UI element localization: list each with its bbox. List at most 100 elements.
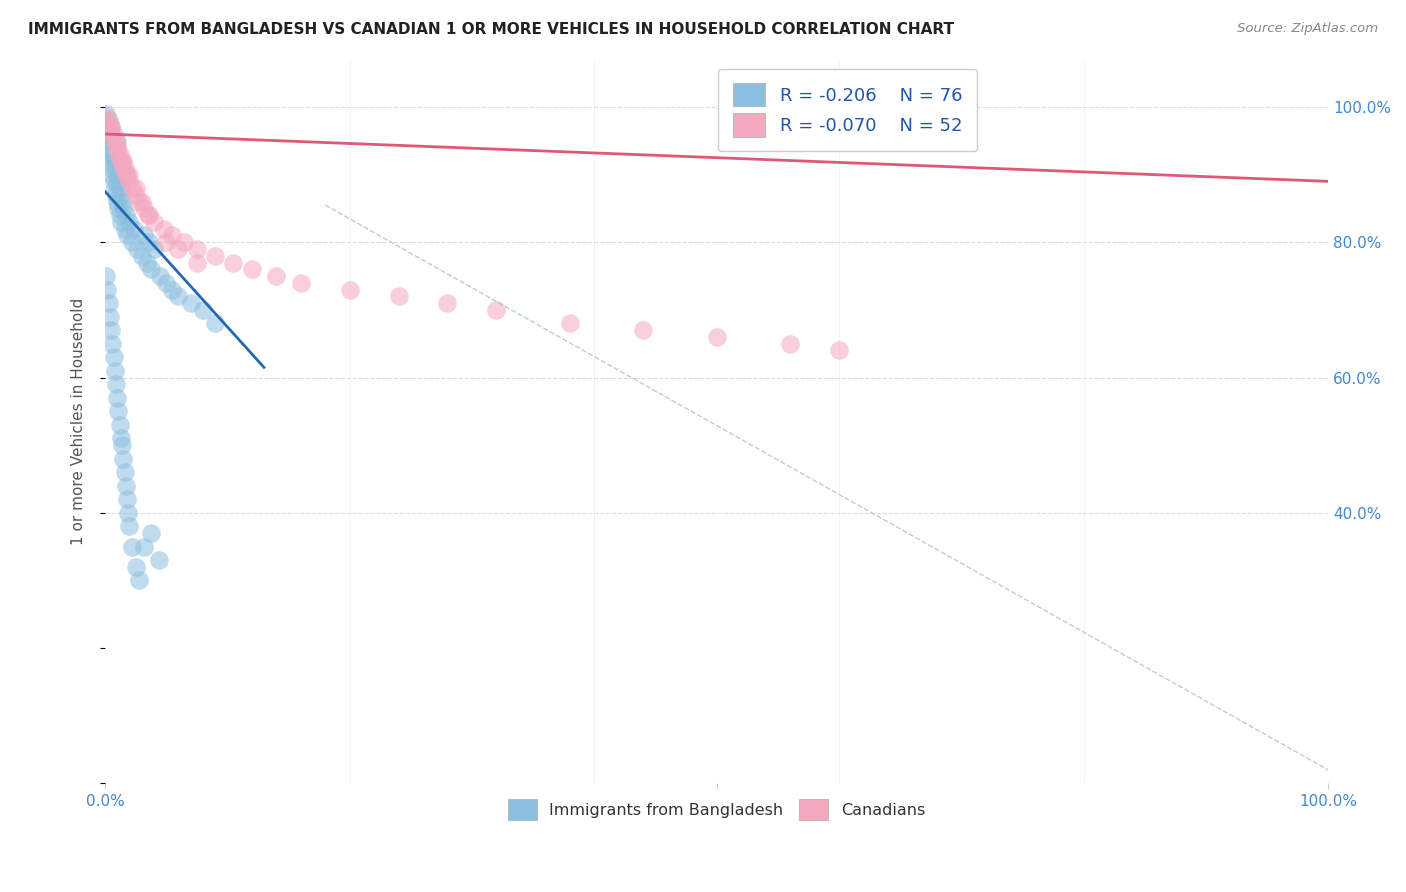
- Point: [191, 302, 214, 317]
- Text: IMMIGRANTS FROM BANGLADESH VS CANADIAN 1 OR MORE VEHICLES IN HOUSEHOLD CORRELATI: IMMIGRANTS FROM BANGLADESH VS CANADIAN 1…: [28, 22, 955, 37]
- Point: [114, 168, 136, 182]
- Point: [112, 202, 135, 216]
- Point: [105, 187, 128, 202]
- Point: [111, 438, 134, 452]
- Point: [162, 283, 184, 297]
- Point: [125, 242, 148, 256]
- Point: [110, 215, 132, 229]
- Point: [240, 262, 263, 277]
- Point: [118, 215, 141, 229]
- Point: [155, 235, 177, 250]
- Point: [98, 147, 121, 161]
- Point: [105, 194, 128, 209]
- Point: [101, 161, 124, 175]
- Point: [101, 168, 124, 182]
- Point: [104, 134, 127, 148]
- Point: [136, 208, 159, 222]
- Point: [115, 492, 138, 507]
- Point: [107, 147, 129, 161]
- Point: [290, 276, 312, 290]
- Point: [118, 174, 141, 188]
- Point: [105, 140, 128, 154]
- Point: [631, 323, 654, 337]
- Point: [110, 154, 132, 169]
- Point: [167, 289, 190, 303]
- Point: [155, 276, 177, 290]
- Point: [98, 140, 121, 154]
- Point: [135, 255, 157, 269]
- Point: [103, 127, 125, 141]
- Point: [186, 255, 208, 269]
- Point: [148, 553, 170, 567]
- Point: [96, 113, 118, 128]
- Point: [103, 350, 125, 364]
- Point: [105, 134, 128, 148]
- Point: [138, 208, 160, 222]
- Point: [134, 228, 156, 243]
- Point: [118, 168, 141, 182]
- Point: [131, 194, 153, 209]
- Point: [105, 168, 128, 182]
- Point: [485, 302, 508, 317]
- Point: [96, 120, 118, 135]
- Point: [141, 262, 163, 277]
- Point: [138, 235, 160, 250]
- Point: [98, 310, 121, 324]
- Point: [112, 451, 135, 466]
- Point: [114, 208, 136, 222]
- Point: [96, 283, 118, 297]
- Point: [142, 242, 165, 256]
- Point: [97, 296, 120, 310]
- Point: [114, 161, 136, 175]
- Point: [104, 181, 127, 195]
- Point: [100, 120, 122, 135]
- Point: [100, 323, 122, 337]
- Point: [100, 120, 122, 135]
- Point: [828, 343, 851, 358]
- Point: [779, 336, 801, 351]
- Point: [124, 187, 146, 202]
- Point: [107, 174, 129, 188]
- Point: [103, 174, 125, 188]
- Point: [142, 215, 165, 229]
- Y-axis label: 1 or more Vehicles in Household: 1 or more Vehicles in Household: [72, 298, 86, 545]
- Point: [112, 154, 135, 169]
- Point: [97, 117, 120, 131]
- Point: [128, 574, 150, 588]
- Point: [339, 283, 361, 297]
- Point: [134, 540, 156, 554]
- Point: [112, 161, 135, 175]
- Point: [105, 377, 128, 392]
- Point: [121, 235, 143, 250]
- Point: [128, 194, 150, 209]
- Point: [96, 106, 118, 120]
- Point: [105, 391, 128, 405]
- Point: [124, 181, 146, 195]
- Point: [111, 194, 134, 209]
- Point: [173, 235, 195, 250]
- Point: [105, 161, 128, 175]
- Point: [117, 506, 139, 520]
- Point: [186, 242, 208, 256]
- Point: [100, 154, 122, 169]
- Point: [114, 479, 136, 493]
- Point: [167, 242, 190, 256]
- Point: [101, 134, 124, 148]
- Point: [131, 249, 153, 263]
- Point: [107, 404, 129, 418]
- Point: [436, 296, 458, 310]
- Point: [97, 134, 120, 148]
- Point: [104, 154, 127, 169]
- Point: [97, 113, 120, 128]
- Point: [108, 417, 131, 432]
- Point: [108, 147, 131, 161]
- Point: [115, 228, 138, 243]
- Point: [101, 336, 124, 351]
- Point: [387, 289, 409, 303]
- Text: Source: ZipAtlas.com: Source: ZipAtlas.com: [1237, 22, 1378, 36]
- Point: [105, 134, 128, 148]
- Point: [98, 120, 121, 135]
- Point: [100, 127, 122, 141]
- Point: [108, 181, 131, 195]
- Point: [121, 540, 143, 554]
